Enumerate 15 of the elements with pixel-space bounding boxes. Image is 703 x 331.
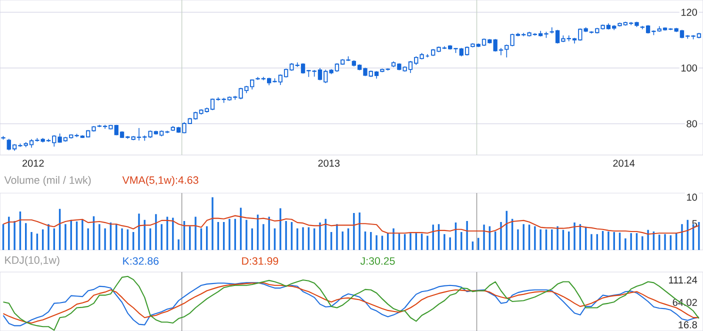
text: K:32.86 <box>123 257 159 265</box>
text: VMA(5,1w):4.63 <box>122 176 198 186</box>
y-tick-label: 120 <box>681 8 697 16</box>
y-tick-label: 100 <box>681 64 697 72</box>
chart-title: Volume (mil / 1wk) <box>4 176 91 186</box>
text: J:30.25 <box>360 257 395 265</box>
y-tick-label: 80 <box>686 120 697 128</box>
y-tick-label: 111.24 <box>669 276 698 284</box>
series-label: D:31.99 <box>242 257 278 265</box>
x-tick-label: 2012 <box>22 160 44 167</box>
y-tick-label: 16.8 <box>678 321 697 328</box>
chart-title: KDJ(10,1w) <box>5 256 60 266</box>
y-tick-label: 10 <box>687 194 697 201</box>
x-tick-label: 2014 <box>613 160 635 167</box>
x-tick-label: 2013 <box>318 160 340 167</box>
